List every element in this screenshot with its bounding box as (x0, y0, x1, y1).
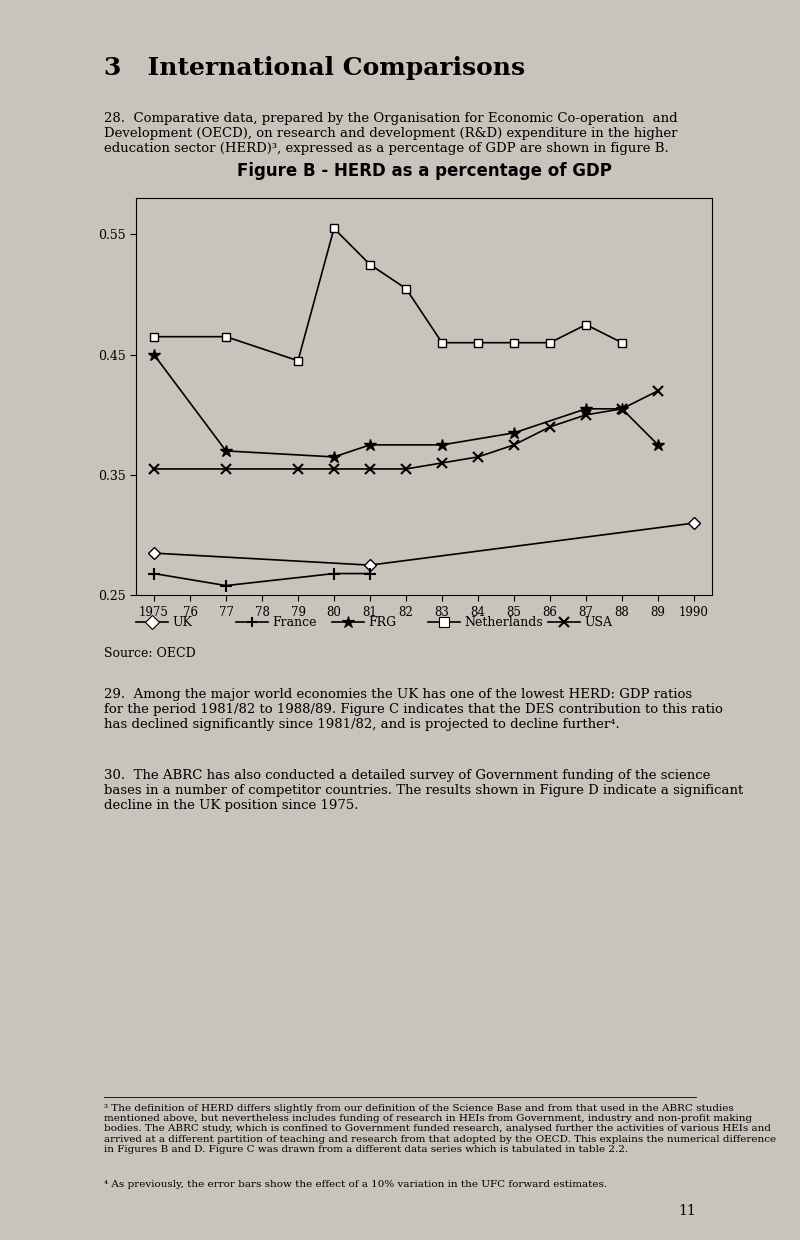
Text: 11: 11 (678, 1204, 696, 1218)
Text: 3   International Comparisons: 3 International Comparisons (104, 56, 525, 79)
Text: Netherlands: Netherlands (464, 616, 542, 629)
Text: ⁴ As previously, the error bars show the effect of a 10% variation in the UFC fo: ⁴ As previously, the error bars show the… (104, 1180, 607, 1189)
Text: 28.  Comparative data, prepared by the Organisation for Economic Co-operation  a: 28. Comparative data, prepared by the Or… (104, 112, 678, 155)
Text: France: France (272, 616, 317, 629)
Text: 30.  The ABRC has also conducted a detailed survey of Government funding of the : 30. The ABRC has also conducted a detail… (104, 769, 743, 812)
Text: Source: OECD: Source: OECD (104, 647, 196, 660)
Text: ³ The definition of HERD differs slightly from our definition of the Science Bas: ³ The definition of HERD differs slightl… (104, 1104, 776, 1154)
Text: FRG: FRG (368, 616, 396, 629)
Text: UK: UK (172, 616, 192, 629)
Text: Figure B - HERD as a percentage of GDP: Figure B - HERD as a percentage of GDP (237, 161, 611, 180)
Text: 29.  Among the major world economies the UK has one of the lowest HERD: GDP rati: 29. Among the major world economies the … (104, 688, 723, 732)
Text: USA: USA (584, 616, 612, 629)
